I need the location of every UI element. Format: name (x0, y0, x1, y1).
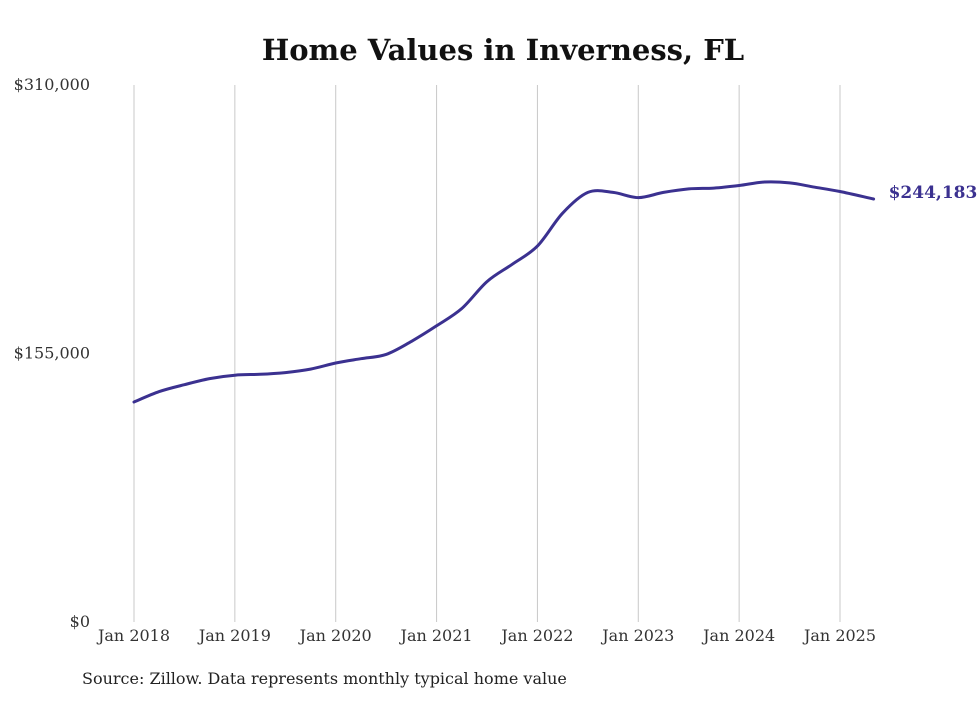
series-line (132, 180, 876, 404)
end-value-label: $244,183 (889, 183, 978, 203)
source-note: Source: Zillow. Data represents monthly … (82, 669, 567, 688)
x-tick-label: Jan 2019 (197, 626, 271, 645)
x-tick-label: Jan 2022 (499, 626, 573, 645)
y-tick-label: $155,000 (14, 344, 90, 363)
x-tick-label: Jan 2018 (96, 626, 170, 645)
x-tick-label: Jan 2021 (399, 626, 473, 645)
grid-layer (133, 85, 841, 622)
y-tick-label: $0 (70, 612, 90, 631)
y-axis: $0 $155,000 $310,000 (14, 75, 90, 631)
x-tick-label: Jan 2025 (802, 626, 876, 645)
x-tick-label: Jan 2024 (701, 626, 775, 645)
x-tick-label: Jan 2020 (298, 626, 372, 645)
y-tick-label: $310,000 (14, 75, 90, 94)
chart-title: Home Values in Inverness, FL (262, 33, 744, 67)
x-axis: Jan 2018 Jan 2019 Jan 2020 Jan 2021 Jan 2022… (96, 626, 876, 645)
x-tick-label: Jan 2023 (600, 626, 674, 645)
